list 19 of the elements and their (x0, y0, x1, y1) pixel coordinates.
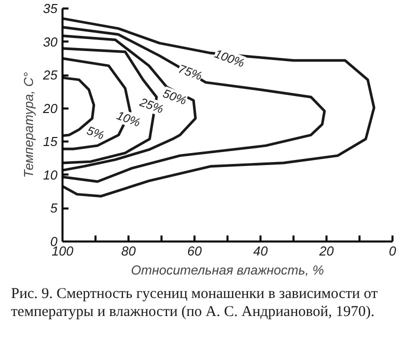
y-tick-label: 30 (43, 34, 58, 50)
y-axis-title: Температура, C° (21, 72, 36, 178)
y-tick-label: 10 (43, 167, 58, 182)
text: Рис. 9. Смертность гусениц монашенки в зависимости от температуры и влажности (по А. С. Андриановой, 1970). (10, 285, 379, 321)
annotation: 100% (212, 46, 247, 70)
y-tick-label: 20 (42, 100, 58, 116)
y-tick-label: 25 (42, 68, 58, 83)
y-tick-label: 15 (43, 134, 58, 150)
y-tick-label: 35 (43, 1, 58, 16)
x-tick-label: 80 (121, 244, 136, 258)
annotation: 75% (176, 62, 204, 84)
x-tick-label: 60 (187, 244, 202, 258)
annotation: 5% (84, 123, 106, 143)
x-axis-title: Относительная влажность, % (131, 262, 324, 278)
annotation: 50% (161, 86, 189, 108)
x-tick-label: 20 (318, 244, 334, 258)
x-tick-label: 40 (253, 244, 268, 258)
x-tick-label: 0 (388, 244, 397, 258)
y-tick-label: 5 (50, 200, 58, 216)
